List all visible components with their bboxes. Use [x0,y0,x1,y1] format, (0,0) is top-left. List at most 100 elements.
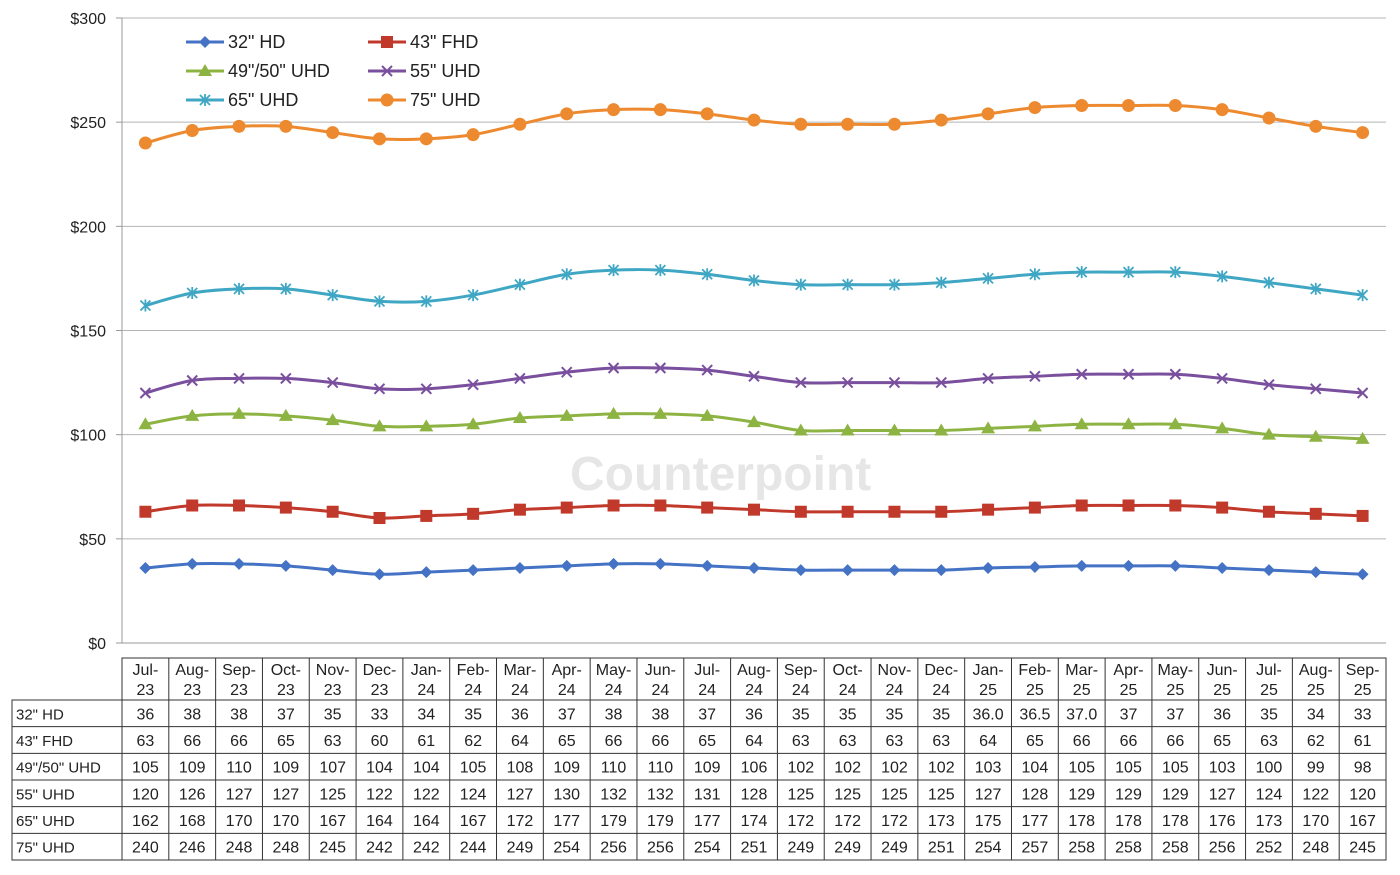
data-point [1075,368,1088,380]
table-cell: 65 [277,733,295,750]
data-point [514,372,526,385]
legend-label: 55" UHD [410,61,480,81]
legend-item: 49"/50" UHD [186,61,330,81]
data-point [139,299,152,312]
data-point [1121,417,1136,430]
category-label-top: Jan- [411,662,442,679]
data-point [1263,378,1275,391]
data-point [607,499,620,512]
table-cell: 249 [834,840,861,857]
table-cell: 172 [787,813,814,830]
legend-label: 43" FHD [410,32,478,52]
data-point [1309,566,1322,579]
series-5 [138,99,1370,150]
category-label-bottom: 24 [464,682,482,699]
table-cell: 256 [600,840,627,857]
legend-label: 32" HD [228,32,285,52]
data-point [654,557,667,570]
data-point [747,113,761,127]
table-cell: 254 [975,840,1002,857]
data-point [701,559,714,572]
table-cell: 254 [694,840,721,857]
data-point [1216,501,1229,514]
table-cell: 36 [745,706,763,723]
legend-marker [198,64,212,76]
category-label-bottom: 24 [511,682,529,699]
series-2 [138,406,1370,444]
data-point [420,566,433,579]
data-point [606,406,621,419]
table-cell: 66 [1166,733,1184,750]
table-cell: 122 [413,786,440,803]
category-label-top: Mar- [503,662,536,679]
data-point [888,505,901,518]
data-point [513,503,526,516]
table-cell: 63 [137,733,155,750]
table-cell: 66 [605,733,623,750]
data-point [1075,559,1088,572]
legend-marker [381,36,393,48]
data-point [466,128,480,142]
data-point [325,413,340,426]
data-point [1356,509,1369,522]
table-cell: 64 [511,733,529,750]
data-point [326,505,339,518]
table-cell: 109 [179,760,206,777]
data-point [794,564,807,577]
data-point [280,372,292,385]
category-label-top: Jul- [694,662,720,679]
data-point [1262,564,1275,577]
series-1 [139,499,1369,524]
table-cell: 162 [132,813,159,830]
table-cell: 127 [273,786,300,803]
data-point [1122,99,1136,112]
data-point [700,408,715,421]
data-point [888,278,901,291]
category-label-top: Dec- [363,662,397,679]
table-cell: 33 [1354,706,1372,723]
data-point [1356,289,1369,302]
data-point [373,295,386,308]
table-cell: 102 [787,760,814,777]
data-point [1075,499,1088,512]
category-label-top: Jun- [1207,662,1238,679]
table-cell: 174 [741,813,768,830]
table-cell: 66 [230,733,248,750]
data-point [232,119,246,133]
table-cell: 258 [1162,840,1189,857]
data-point [279,119,293,133]
category-label-bottom: 24 [605,682,623,699]
data-point [185,124,199,137]
table-cell: 36.5 [1019,706,1050,723]
data-point [1216,562,1229,574]
table-row-header: 75" UHD [16,840,75,857]
table-cell: 109 [273,760,300,777]
data-point [1122,266,1135,279]
data-point [794,117,808,131]
table-cell: 245 [1349,840,1376,857]
table-cell: 60 [371,733,389,750]
category-label-top: Jan- [973,662,1004,679]
data-point [982,562,995,574]
data-point [653,103,667,117]
table-cell: 102 [928,760,955,777]
table-cell: 173 [1256,813,1283,830]
y-tick-label: $50 [79,532,106,549]
data-point [653,406,668,419]
data-point [513,117,527,131]
table-cell: 257 [1022,840,1049,857]
data-point [1122,559,1135,572]
data-point [1216,270,1228,283]
data-point [373,383,386,395]
data-point [1355,431,1370,444]
category-label-top: Mar- [1065,662,1098,679]
table-cell: 65 [1213,733,1231,750]
table-cell: 130 [553,786,580,803]
data-point [887,117,901,131]
category-label-top: Sep- [222,662,256,679]
data-point [420,383,433,395]
table-cell: 168 [179,813,206,830]
data-point [1356,126,1370,140]
data-point [1263,276,1275,289]
